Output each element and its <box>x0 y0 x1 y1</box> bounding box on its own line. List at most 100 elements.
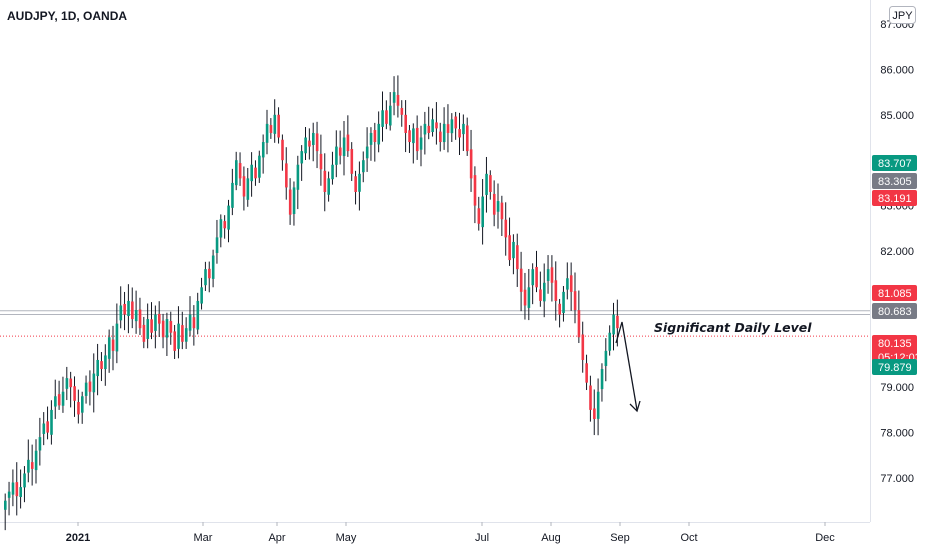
candle-body <box>54 396 57 407</box>
y-tick-label: 77.000 <box>880 473 914 485</box>
candle-body <box>315 133 319 152</box>
price-badge-value: 79.879 <box>878 362 912 374</box>
candle-body <box>250 164 253 182</box>
candle-body <box>604 350 608 366</box>
candle-body <box>481 196 484 228</box>
candle-body <box>558 303 561 315</box>
price-axis[interactable]: 77.00078.00079.00080.00081.00082.00083.0… <box>880 19 914 485</box>
x-tick-label: Jul <box>475 532 489 544</box>
candle-body <box>200 287 203 304</box>
candle-body <box>104 355 107 370</box>
x-tick-label: Sep <box>610 532 630 544</box>
candle-body <box>608 332 612 351</box>
currency-button-label: JPY <box>892 10 913 22</box>
candle-body <box>65 378 69 389</box>
price-badge-value: 80.683 <box>878 306 912 318</box>
candle-body <box>77 402 80 415</box>
price-badge: 80.683 <box>872 303 917 319</box>
candle-body <box>188 314 192 331</box>
candle-body <box>385 110 388 124</box>
candle-body <box>127 300 130 317</box>
candle-body <box>585 363 588 383</box>
candle-body <box>342 137 346 157</box>
candle-body <box>227 205 230 230</box>
price-badge-value: 83.707 <box>878 158 912 170</box>
candle-body <box>61 391 65 406</box>
candle-body <box>57 394 61 406</box>
price-badge: 79.879 <box>872 359 917 375</box>
currency-button[interactable]: JPY <box>889 6 916 24</box>
candle-body <box>369 132 373 145</box>
candle-body <box>319 153 323 170</box>
candle-body <box>211 255 215 279</box>
x-tick-label: Dec <box>815 532 835 544</box>
y-tick-label: 85.000 <box>880 110 914 122</box>
candle-body <box>519 268 523 292</box>
candle-body <box>258 155 261 178</box>
candle-body <box>454 116 458 129</box>
candle-body <box>107 337 111 359</box>
candle-body <box>231 182 234 208</box>
candle-body <box>142 324 146 342</box>
candle-body <box>300 151 304 164</box>
candle-body <box>277 114 280 138</box>
candle-body <box>616 315 619 329</box>
candle-body <box>508 235 511 261</box>
candle-body <box>500 202 504 220</box>
candle-body <box>215 237 219 254</box>
candle-body <box>138 309 142 329</box>
candle-body <box>554 280 558 301</box>
candle-body <box>396 94 400 106</box>
candle-body <box>223 221 227 229</box>
candle-body <box>169 321 173 333</box>
candle-body <box>269 125 273 133</box>
candle-body <box>312 132 315 145</box>
candle-body <box>442 123 446 143</box>
x-tick-label: Oct <box>680 532 697 544</box>
price-badge: 83.707 <box>872 155 917 171</box>
candle-body <box>285 163 288 188</box>
candle-body <box>338 147 342 156</box>
y-tick-label: 86.000 <box>880 64 914 76</box>
candle-body <box>423 123 427 135</box>
candles <box>4 75 619 531</box>
y-tick-label: 82.000 <box>880 246 914 258</box>
candle-body <box>400 107 404 115</box>
candle-body <box>581 334 585 360</box>
candle-body <box>492 193 496 215</box>
candle-body <box>100 361 103 370</box>
candle-body <box>177 323 180 349</box>
price-badge-value: 80.135 <box>878 338 912 350</box>
price-badges: 83.70783.30583.19181.08580.68380.13505:1… <box>872 155 921 375</box>
candle-body <box>323 170 327 192</box>
candle-body <box>477 208 481 224</box>
candle-body <box>219 219 223 238</box>
candle-body <box>23 473 26 488</box>
candle-body <box>134 310 138 322</box>
x-tick-label: Aug <box>541 532 561 544</box>
candle-body <box>4 500 7 510</box>
candle-body <box>531 269 535 286</box>
candle-body <box>173 331 176 351</box>
candle-body <box>593 408 596 419</box>
candle-body <box>7 491 11 498</box>
y-tick-label: 79.000 <box>880 382 914 394</box>
candle-body <box>292 187 296 215</box>
candle-body <box>612 314 615 335</box>
price-badge-value: 83.305 <box>878 176 912 188</box>
candle-body <box>246 178 250 200</box>
candle-body <box>81 396 84 413</box>
price-badge: 83.191 <box>872 190 917 206</box>
time-axis[interactable]: 2021 Mar Apr May Jul Aug Sep Oct Dec <box>66 522 836 544</box>
price-badge-value: 81.085 <box>878 288 912 300</box>
projection-arrow <box>615 321 641 413</box>
candle-body <box>365 146 369 159</box>
candle-body <box>466 125 469 152</box>
candle-body <box>181 325 184 342</box>
candle-body <box>158 313 161 324</box>
candle-body <box>88 381 92 392</box>
candle-body <box>34 450 38 471</box>
candle-body <box>165 319 169 338</box>
